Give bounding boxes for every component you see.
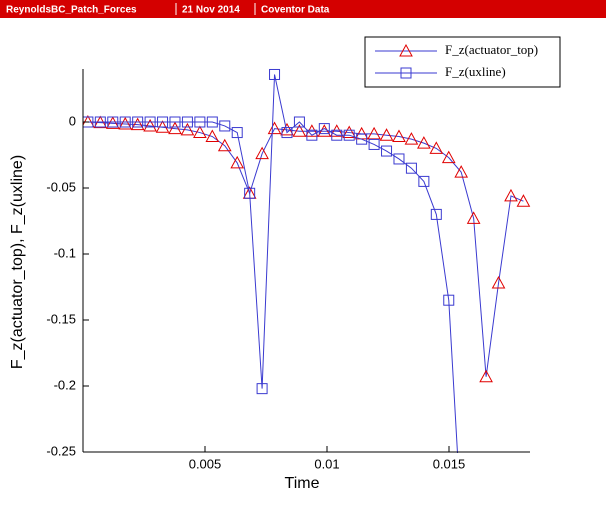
data-point xyxy=(169,116,181,128)
y-tick-label: -0.25 xyxy=(46,443,76,458)
data-point xyxy=(144,116,156,128)
series-line xyxy=(87,74,458,453)
data-point xyxy=(306,129,318,141)
data-point xyxy=(193,125,207,139)
data-point xyxy=(367,126,381,140)
header-banner xyxy=(0,0,606,18)
data-point xyxy=(194,116,206,128)
data-point xyxy=(157,116,169,128)
header-text: Coventor Data xyxy=(261,5,330,16)
data-point xyxy=(292,124,307,137)
data-point xyxy=(456,513,466,523)
legend-label: F_z(uxline) xyxy=(445,64,506,79)
data-point xyxy=(305,124,319,137)
data-point xyxy=(417,136,431,149)
y-tick-label: -0.1 xyxy=(54,245,76,260)
data-point xyxy=(219,120,231,132)
data-point xyxy=(342,125,357,139)
data-point xyxy=(231,127,243,139)
legend-marker xyxy=(399,43,413,57)
data-point xyxy=(94,116,106,128)
data-point xyxy=(379,128,394,141)
data-point xyxy=(393,153,405,165)
data-point xyxy=(130,117,145,131)
data-point xyxy=(368,138,380,150)
data-point xyxy=(269,68,281,80)
header-text: 21 Nov 2014 xyxy=(182,5,240,16)
x-tick-label: 0.005 xyxy=(189,456,222,471)
data-point xyxy=(381,145,393,157)
data-point xyxy=(118,116,133,130)
series-line xyxy=(87,121,524,377)
data-point xyxy=(181,116,193,128)
y-tick-label: -0.15 xyxy=(46,311,76,326)
data-point xyxy=(281,127,293,139)
legend-box xyxy=(364,36,561,88)
data-point xyxy=(205,129,220,143)
data-point xyxy=(143,118,157,132)
data-point xyxy=(230,155,245,169)
data-point xyxy=(267,121,282,135)
data-point xyxy=(217,138,232,152)
data-point xyxy=(318,123,330,135)
data-point xyxy=(430,208,442,220)
data-point xyxy=(343,129,355,141)
y-tick-label: -0.2 xyxy=(54,377,76,392)
y-axis-label: F_z(actuator_top), F_z(uxline) xyxy=(9,155,26,369)
data-point xyxy=(168,121,182,135)
data-point xyxy=(429,141,444,154)
data-point xyxy=(418,175,430,187)
x-tick-label: 0.015 xyxy=(433,456,466,471)
data-point xyxy=(491,275,506,289)
data-point xyxy=(107,116,119,128)
data-point xyxy=(119,116,131,128)
data-point xyxy=(504,188,518,202)
data-point xyxy=(255,146,269,160)
data-point xyxy=(356,133,368,145)
data-point xyxy=(405,162,417,174)
x-axis-label: Time xyxy=(285,475,320,492)
data-point xyxy=(329,124,344,137)
data-point xyxy=(180,122,195,136)
data-point xyxy=(404,132,419,145)
data-point xyxy=(516,194,531,207)
legend-marker xyxy=(400,67,412,79)
data-point xyxy=(454,165,469,178)
data-point xyxy=(441,150,456,164)
data-point xyxy=(105,116,120,129)
data-point xyxy=(479,369,493,383)
data-point xyxy=(132,116,144,128)
data-point xyxy=(83,116,94,128)
header-text: ReynoldsBC_Patch_Forces xyxy=(6,5,137,16)
data-point xyxy=(331,129,343,141)
data-point xyxy=(443,294,455,306)
data-point xyxy=(244,187,256,199)
plot-area xyxy=(83,68,531,523)
data-point xyxy=(256,383,268,395)
y-tick-label: -0.05 xyxy=(46,179,76,194)
legend-label: F_z(actuator_top) xyxy=(445,42,538,57)
data-point xyxy=(293,116,305,128)
data-point xyxy=(392,129,406,143)
data-point xyxy=(466,211,481,224)
x-tick-label: 0.01 xyxy=(314,456,339,471)
y-tick-label: 0 xyxy=(69,113,76,128)
data-point xyxy=(206,116,218,128)
